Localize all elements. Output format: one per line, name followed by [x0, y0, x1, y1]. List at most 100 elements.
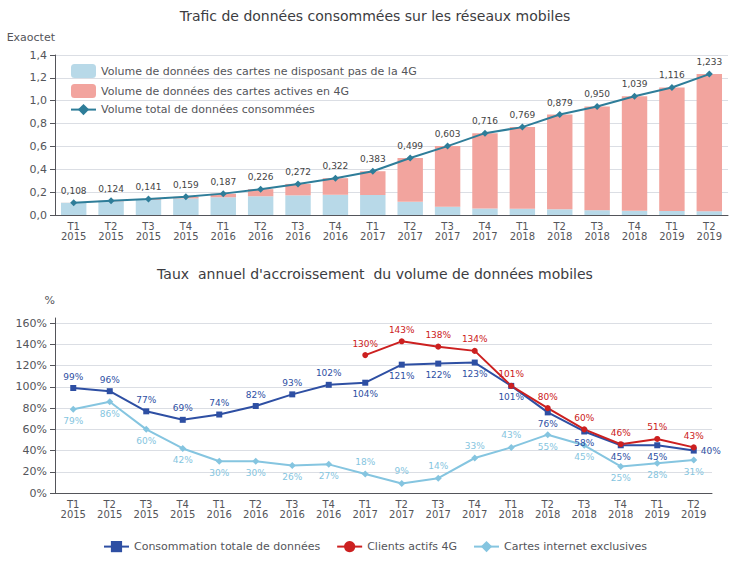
svg-text:2017: 2017 [397, 231, 422, 242]
svg-text:79%: 79% [63, 416, 83, 426]
svg-text:Consommation totale de données: Consommation totale de données [134, 540, 320, 553]
svg-text:2017: 2017 [462, 509, 487, 520]
svg-text:2015: 2015 [134, 509, 159, 520]
svg-text:45%: 45% [647, 452, 667, 462]
svg-text:0,716: 0,716 [472, 116, 498, 126]
svg-text:80%: 80% [538, 392, 558, 402]
svg-text:2016: 2016 [280, 509, 305, 520]
svg-text:0,0: 0,0 [30, 209, 48, 222]
svg-text:0,769: 0,769 [509, 110, 535, 120]
svg-text:Trafic de données consommées s: Trafic de données consommées sur les rés… [179, 8, 571, 24]
svg-text:55%: 55% [538, 442, 558, 452]
svg-text:76%: 76% [538, 419, 558, 429]
svg-text:0,2: 0,2 [30, 186, 48, 199]
svg-text:Volume de données des cartes n: Volume de données des cartes ne disposan… [101, 65, 417, 78]
svg-text:30%: 30% [246, 468, 266, 478]
svg-text:2015: 2015 [173, 231, 198, 242]
svg-text:42%: 42% [173, 455, 193, 465]
svg-text:0,499: 0,499 [397, 141, 423, 151]
svg-text:2015: 2015 [170, 509, 195, 520]
svg-text:86%: 86% [100, 409, 120, 419]
svg-text:51%: 51% [647, 422, 667, 432]
svg-text:2015: 2015 [61, 231, 86, 242]
svg-text:Volume total de données consom: Volume total de données consommées [101, 103, 315, 116]
svg-text:2017: 2017 [472, 231, 497, 242]
svg-text:2016: 2016 [207, 509, 232, 520]
svg-text:2016: 2016 [285, 231, 310, 242]
svg-text:140%: 140% [16, 338, 47, 351]
svg-text:2017: 2017 [353, 509, 378, 520]
svg-text:101%: 101% [498, 369, 524, 379]
svg-text:26%: 26% [282, 472, 302, 482]
svg-text:0,108: 0,108 [61, 186, 87, 196]
svg-text:2018: 2018 [547, 231, 572, 242]
svg-text:2016: 2016 [211, 231, 236, 242]
svg-text:18%: 18% [355, 457, 375, 467]
svg-text:130%: 130% [352, 339, 378, 349]
svg-text:102%: 102% [316, 368, 342, 378]
svg-text:0,603: 0,603 [435, 129, 461, 139]
svg-text:1,0: 1,0 [30, 94, 48, 107]
svg-text:2016: 2016 [316, 509, 341, 520]
svg-text:122%: 122% [425, 370, 451, 380]
svg-text:30%: 30% [209, 468, 229, 478]
svg-text:58%: 58% [574, 438, 594, 448]
svg-text:0,226: 0,226 [248, 172, 274, 182]
svg-text:0,187: 0,187 [210, 177, 236, 187]
svg-text:0,383: 0,383 [360, 154, 386, 164]
svg-text:27%: 27% [319, 471, 339, 481]
svg-text:134%: 134% [462, 334, 488, 344]
svg-text:2015: 2015 [136, 231, 161, 242]
svg-text:93%: 93% [282, 378, 302, 388]
svg-text:Clients actifs 4G: Clients actifs 4G [367, 540, 457, 553]
svg-text:Cartes internet exclusives: Cartes internet exclusives [504, 540, 647, 553]
svg-text:Taux annuel d'accroissement: Taux annuel d'accroissement du volume de… [156, 266, 593, 282]
svg-text:60%: 60% [136, 436, 156, 446]
svg-text:143%: 143% [389, 325, 415, 335]
svg-text:2018: 2018 [510, 231, 535, 242]
svg-text:1,4: 1,4 [30, 49, 48, 62]
svg-text:0,159: 0,159 [173, 180, 199, 190]
svg-text:121%: 121% [389, 371, 415, 381]
svg-text:2015: 2015 [97, 509, 122, 520]
svg-text:20%: 20% [23, 465, 47, 478]
svg-text:40%: 40% [23, 444, 47, 457]
svg-text:40%: 40% [701, 446, 721, 456]
svg-text:2016: 2016 [323, 231, 348, 242]
svg-text:9%: 9% [395, 466, 410, 476]
svg-text:99%: 99% [63, 372, 83, 382]
svg-text:2018: 2018 [584, 231, 609, 242]
svg-text:60%: 60% [574, 413, 594, 423]
svg-text:0,6: 0,6 [30, 140, 48, 153]
svg-text:2019: 2019 [681, 509, 706, 520]
svg-text:82%: 82% [246, 390, 266, 400]
svg-text:100%: 100% [16, 380, 47, 393]
svg-text:0,879: 0,879 [547, 98, 573, 108]
svg-text:2018: 2018 [572, 509, 597, 520]
svg-text:101%: 101% [498, 392, 524, 402]
svg-text:60%: 60% [23, 423, 47, 436]
svg-text:120%: 120% [16, 359, 47, 372]
svg-text:2017: 2017 [389, 509, 414, 520]
svg-text:2018: 2018 [499, 509, 524, 520]
svg-text:2016: 2016 [243, 509, 268, 520]
svg-text:2019: 2019 [659, 231, 684, 242]
svg-text:0,950: 0,950 [584, 89, 610, 99]
svg-text:160%: 160% [16, 317, 47, 330]
svg-text:0%: 0% [30, 487, 47, 500]
svg-text:1,233: 1,233 [696, 57, 722, 67]
svg-text:2018: 2018 [622, 231, 647, 242]
svg-text:96%: 96% [100, 375, 120, 385]
svg-text:69%: 69% [173, 403, 193, 413]
svg-text:1,2: 1,2 [30, 71, 48, 84]
svg-text:2017: 2017 [426, 509, 451, 520]
svg-text:2019: 2019 [697, 231, 722, 242]
svg-text:0,322: 0,322 [323, 161, 349, 171]
svg-text:0,4: 0,4 [30, 163, 48, 176]
svg-text:104%: 104% [352, 389, 378, 399]
svg-text:2019: 2019 [645, 509, 670, 520]
svg-text:46%: 46% [611, 428, 631, 438]
svg-text:14%: 14% [428, 461, 448, 471]
svg-text:45%: 45% [574, 452, 594, 462]
svg-text:2015: 2015 [61, 509, 86, 520]
